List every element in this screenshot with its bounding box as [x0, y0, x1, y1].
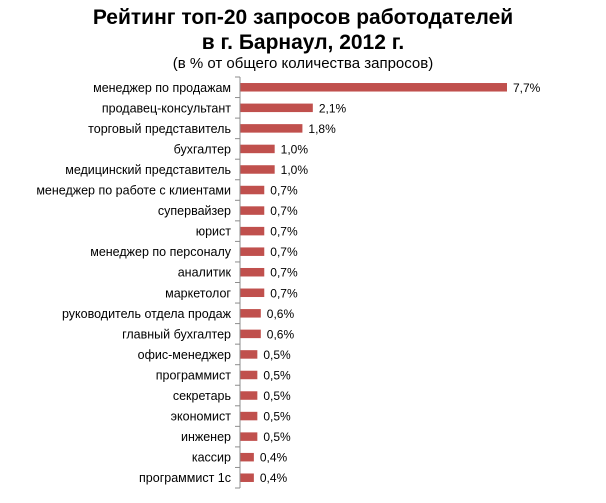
bar	[240, 309, 261, 318]
data-label: 0,4%	[260, 451, 288, 465]
bar	[240, 206, 265, 215]
bar	[240, 267, 265, 277]
data-label: 0,7%	[270, 286, 298, 300]
bar	[240, 83, 507, 92]
bar	[240, 144, 275, 154]
data-label: 0,5%	[263, 389, 291, 403]
bar	[240, 288, 265, 298]
category-label: менеджер по продажам	[93, 81, 231, 95]
data-label: 0,5%	[263, 430, 291, 444]
data-label: 1,8%	[308, 122, 336, 136]
category-label: руководитель отдела продаж	[62, 307, 232, 321]
data-label: 0,4%	[260, 471, 288, 485]
category-label: инженер	[181, 430, 231, 444]
bar	[240, 185, 265, 195]
bar	[240, 350, 258, 359]
category-label: экономист	[171, 410, 232, 424]
category-label: продавец-консультант	[102, 101, 231, 115]
data-label: 0,5%	[263, 410, 291, 424]
category-label: секретарь	[173, 389, 231, 403]
bar	[240, 452, 254, 462]
chart-title-line1: Рейтинг топ-20 запросов работодателей	[92, 6, 514, 29]
bar	[240, 411, 258, 421]
category-label: менеджер по персоналу	[90, 245, 232, 259]
data-label: 0,5%	[263, 348, 291, 362]
bar	[240, 103, 313, 113]
data-label: 0,7%	[270, 184, 298, 198]
bar	[240, 226, 265, 236]
data-label: 0,7%	[270, 266, 298, 280]
data-label: 0,7%	[270, 245, 298, 259]
data-label: 7,7%	[513, 81, 541, 95]
bar	[240, 391, 258, 400]
data-label: 1,0%	[281, 163, 309, 177]
bar	[240, 124, 303, 133]
data-label: 0,7%	[270, 204, 298, 218]
chart-title-line2: в г. Барнаул, 2012 г.	[201, 31, 405, 54]
category-label: бухгалтер	[174, 142, 231, 156]
category-label: программист	[156, 368, 232, 382]
category-label: программист 1с	[139, 471, 231, 485]
bar	[240, 370, 258, 380]
category-label: главный бухгалтер	[122, 327, 231, 341]
bar	[240, 473, 254, 482]
category-label: маркетолог	[165, 286, 231, 300]
chart-subtitle: (в % от общего количества запросов)	[172, 55, 434, 72]
data-label: 0,7%	[270, 225, 298, 239]
data-label: 2,1%	[319, 101, 347, 115]
category-label: аналитик	[178, 266, 232, 280]
bar	[240, 165, 275, 174]
category-label: торговый представитель	[88, 122, 231, 136]
data-label: 0,6%	[267, 327, 295, 341]
data-label: 0,5%	[263, 368, 291, 382]
category-label: менеджер по работе с клиентами	[36, 184, 231, 198]
data-label: 1,0%	[281, 142, 309, 156]
category-label: юрист	[196, 225, 232, 239]
category-label: супервайзер	[158, 204, 231, 218]
bar	[240, 247, 265, 256]
bar	[240, 432, 258, 441]
category-label: медицинский представитель	[65, 163, 231, 177]
bar	[240, 329, 261, 339]
category-label: офис-менеджер	[138, 348, 231, 362]
data-label: 0,6%	[267, 307, 295, 321]
category-label: кассир	[192, 451, 231, 465]
